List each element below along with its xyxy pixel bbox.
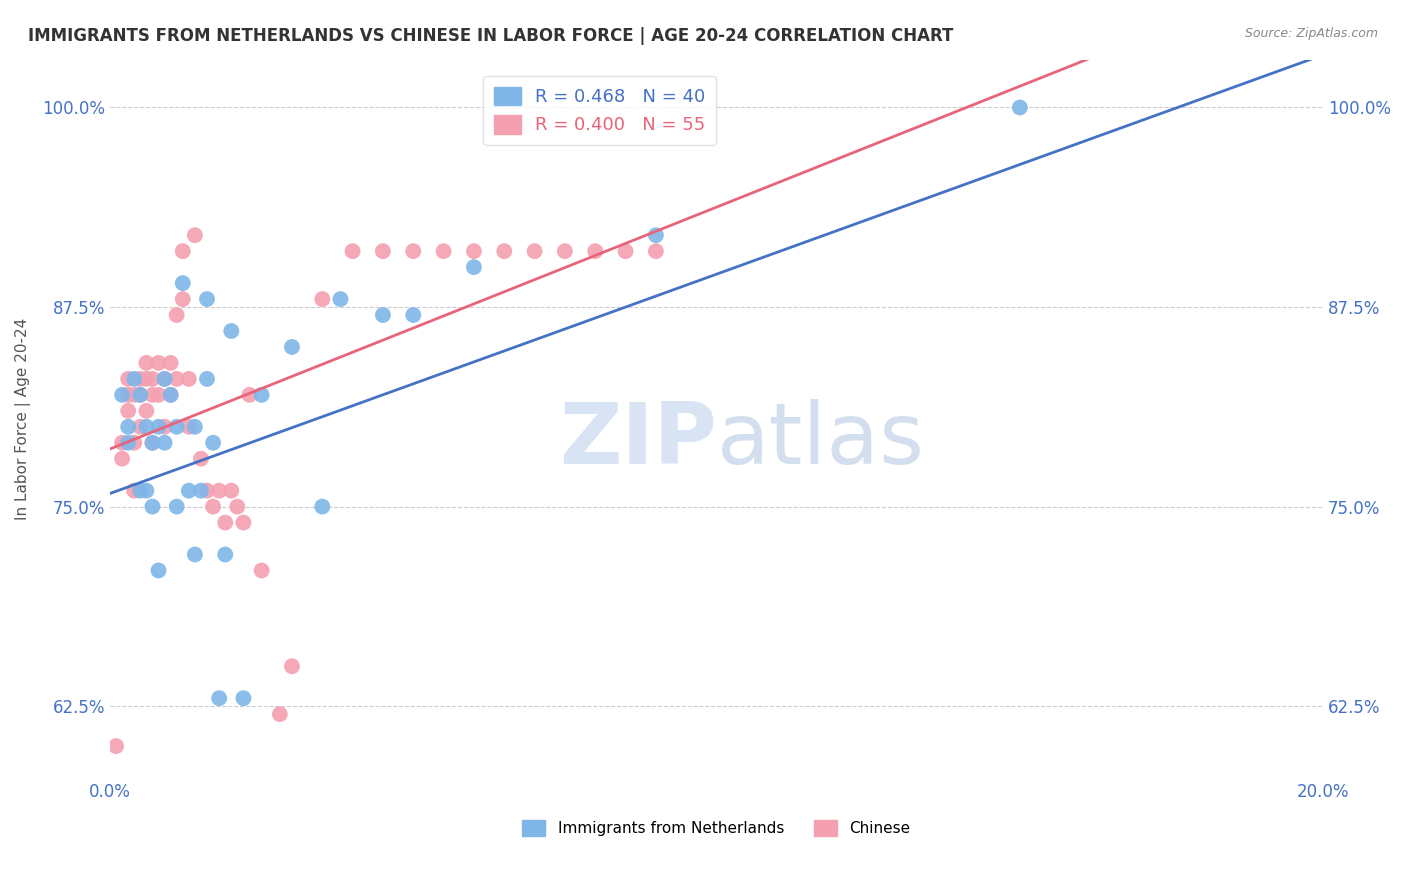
Point [122,483,145,498]
Point [117,419,139,434]
Y-axis label: In Labor Force | Age 20-24: In Labor Force | Age 20-24 [15,318,31,520]
Point [371,308,394,322]
Point [177,372,200,386]
Point [166,419,188,434]
Point [214,548,236,562]
Point [177,419,200,434]
Point [177,483,200,498]
Point [1008,101,1031,115]
Text: Source: ZipAtlas.com: Source: ZipAtlas.com [1244,27,1378,40]
Point [402,244,425,259]
Point [129,419,152,434]
Point [129,483,152,498]
Point [148,564,170,578]
Point [190,483,212,498]
Point [202,500,225,514]
Point [148,419,170,434]
Point [463,260,485,274]
Point [281,659,304,673]
Point [190,451,212,466]
Point [117,388,139,402]
Point [226,500,249,514]
Point [184,228,207,243]
Point [129,388,152,402]
Point [250,564,273,578]
Point [159,388,181,402]
Point [463,244,485,259]
Text: atlas: atlas [717,399,925,482]
Point [202,435,225,450]
Point [148,356,170,370]
Point [221,483,243,498]
Point [166,372,188,386]
Point [153,435,176,450]
Point [159,356,181,370]
Point [342,244,364,259]
Point [232,516,254,530]
Point [105,739,128,753]
Point [153,419,176,434]
Point [311,292,333,306]
Point [184,419,207,434]
Point [433,244,456,259]
Point [195,292,218,306]
Point [141,372,163,386]
Point [117,372,139,386]
Point [250,388,273,402]
Point [238,388,260,402]
Point [644,228,666,243]
Point [195,483,218,498]
Point [111,435,134,450]
Point [141,388,163,402]
Point [232,691,254,706]
Point [159,388,181,402]
Point [208,483,231,498]
Point [494,244,516,259]
Point [208,691,231,706]
Point [117,404,139,418]
Point [135,419,157,434]
Point [111,451,134,466]
Point [311,500,333,514]
Point [122,435,145,450]
Point [166,308,188,322]
Point [329,292,352,306]
Point [129,372,152,386]
Point [195,372,218,386]
Point [135,372,157,386]
Point [135,483,157,498]
Point [135,356,157,370]
Point [141,435,163,450]
Point [172,244,194,259]
Text: ZIP: ZIP [558,399,717,482]
Point [111,388,134,402]
Point [614,244,637,259]
Point [221,324,243,338]
Point [166,500,188,514]
Point [153,372,176,386]
Point [523,244,546,259]
Point [122,388,145,402]
Point [184,548,207,562]
Point [281,340,304,354]
Point [122,372,145,386]
Point [172,276,194,290]
Point [129,388,152,402]
Point [141,500,163,514]
Point [117,435,139,450]
Point [371,244,394,259]
Point [583,244,606,259]
Point [141,435,163,450]
Point [554,244,576,259]
Text: IMMIGRANTS FROM NETHERLANDS VS CHINESE IN LABOR FORCE | AGE 20-24 CORRELATION CH: IMMIGRANTS FROM NETHERLANDS VS CHINESE I… [28,27,953,45]
Point [172,292,194,306]
Point [214,516,236,530]
Point [148,388,170,402]
Point [135,404,157,418]
Point [644,244,666,259]
Point [269,707,291,722]
Point [153,372,176,386]
Legend: Immigrants from Netherlands, Chinese: Immigrants from Netherlands, Chinese [516,814,917,843]
Point [402,308,425,322]
